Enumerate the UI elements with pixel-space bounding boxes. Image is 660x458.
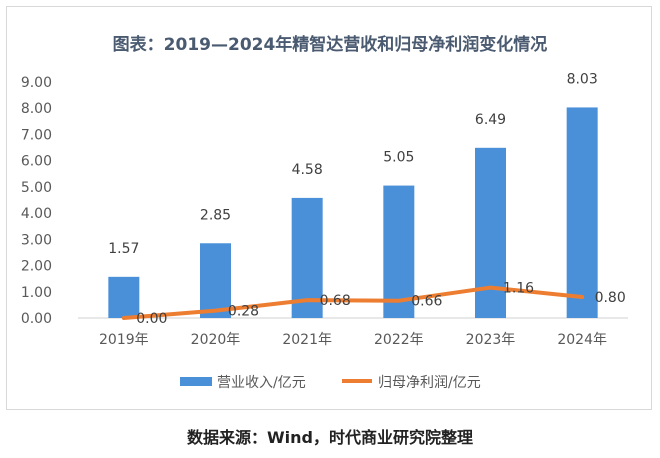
bar-data-label: 8.03: [567, 71, 598, 87]
bar-revenue: [108, 276, 140, 318]
line-net-profit: [121, 285, 585, 320]
bar-revenue: [383, 185, 415, 318]
legend-label-revenue: 营业收入/亿元: [217, 375, 306, 391]
bar-data-label: 5.05: [383, 150, 414, 166]
bar-data-label: 2.85: [200, 207, 231, 223]
bar-data-label: 4.58: [292, 162, 323, 178]
x-tick-label: 2022年: [374, 332, 424, 348]
y-tick-label: 9.00: [21, 75, 52, 91]
x-tick-label: 2023年: [466, 332, 516, 348]
y-tick-label: 8.00: [21, 101, 52, 117]
line-data-label: 0.00: [136, 311, 167, 327]
y-tick-label: 2.00: [21, 259, 52, 275]
x-tick-label: 2024年: [557, 332, 607, 348]
y-tick-label: 1.00: [21, 285, 52, 301]
source-note: 数据来源：Wind，时代商业研究院整理: [187, 428, 473, 447]
y-tick-label: 3.00: [21, 232, 52, 248]
y-tick-label: 7.00: [21, 127, 52, 143]
bar-revenue: [291, 197, 323, 318]
y-tick-label: 5.00: [21, 180, 52, 196]
y-tick-label: 4.00: [21, 206, 52, 222]
bar-data-label: 1.57: [108, 241, 139, 257]
line-data-label: 0.68: [320, 293, 351, 309]
x-tick-label: 2021年: [282, 332, 332, 348]
x-tick-label: 2020年: [191, 332, 241, 348]
legend-swatch-revenue: [180, 377, 212, 386]
chart-title: 图表：2019—2024年精智达营收和归母净利润变化情况: [113, 34, 548, 55]
x-tick-label: 2019年: [99, 332, 149, 348]
bar-revenue: [566, 107, 598, 319]
y-tick-label: 6.00: [21, 154, 52, 170]
bar-data-label: 6.49: [475, 112, 506, 128]
y-tick-label: 0.00: [21, 311, 52, 327]
line-data-label: 1.16: [503, 281, 534, 297]
bar-revenue: [475, 147, 506, 318]
line-data-label: 0.80: [595, 290, 626, 306]
legend-label-net-profit: 归母净利润/亿元: [378, 374, 481, 391]
line-data-label: 0.66: [411, 294, 442, 310]
line-data-label: 0.28: [228, 304, 259, 320]
chart-frame: [6, 6, 652, 410]
bar-revenue: [200, 243, 231, 318]
